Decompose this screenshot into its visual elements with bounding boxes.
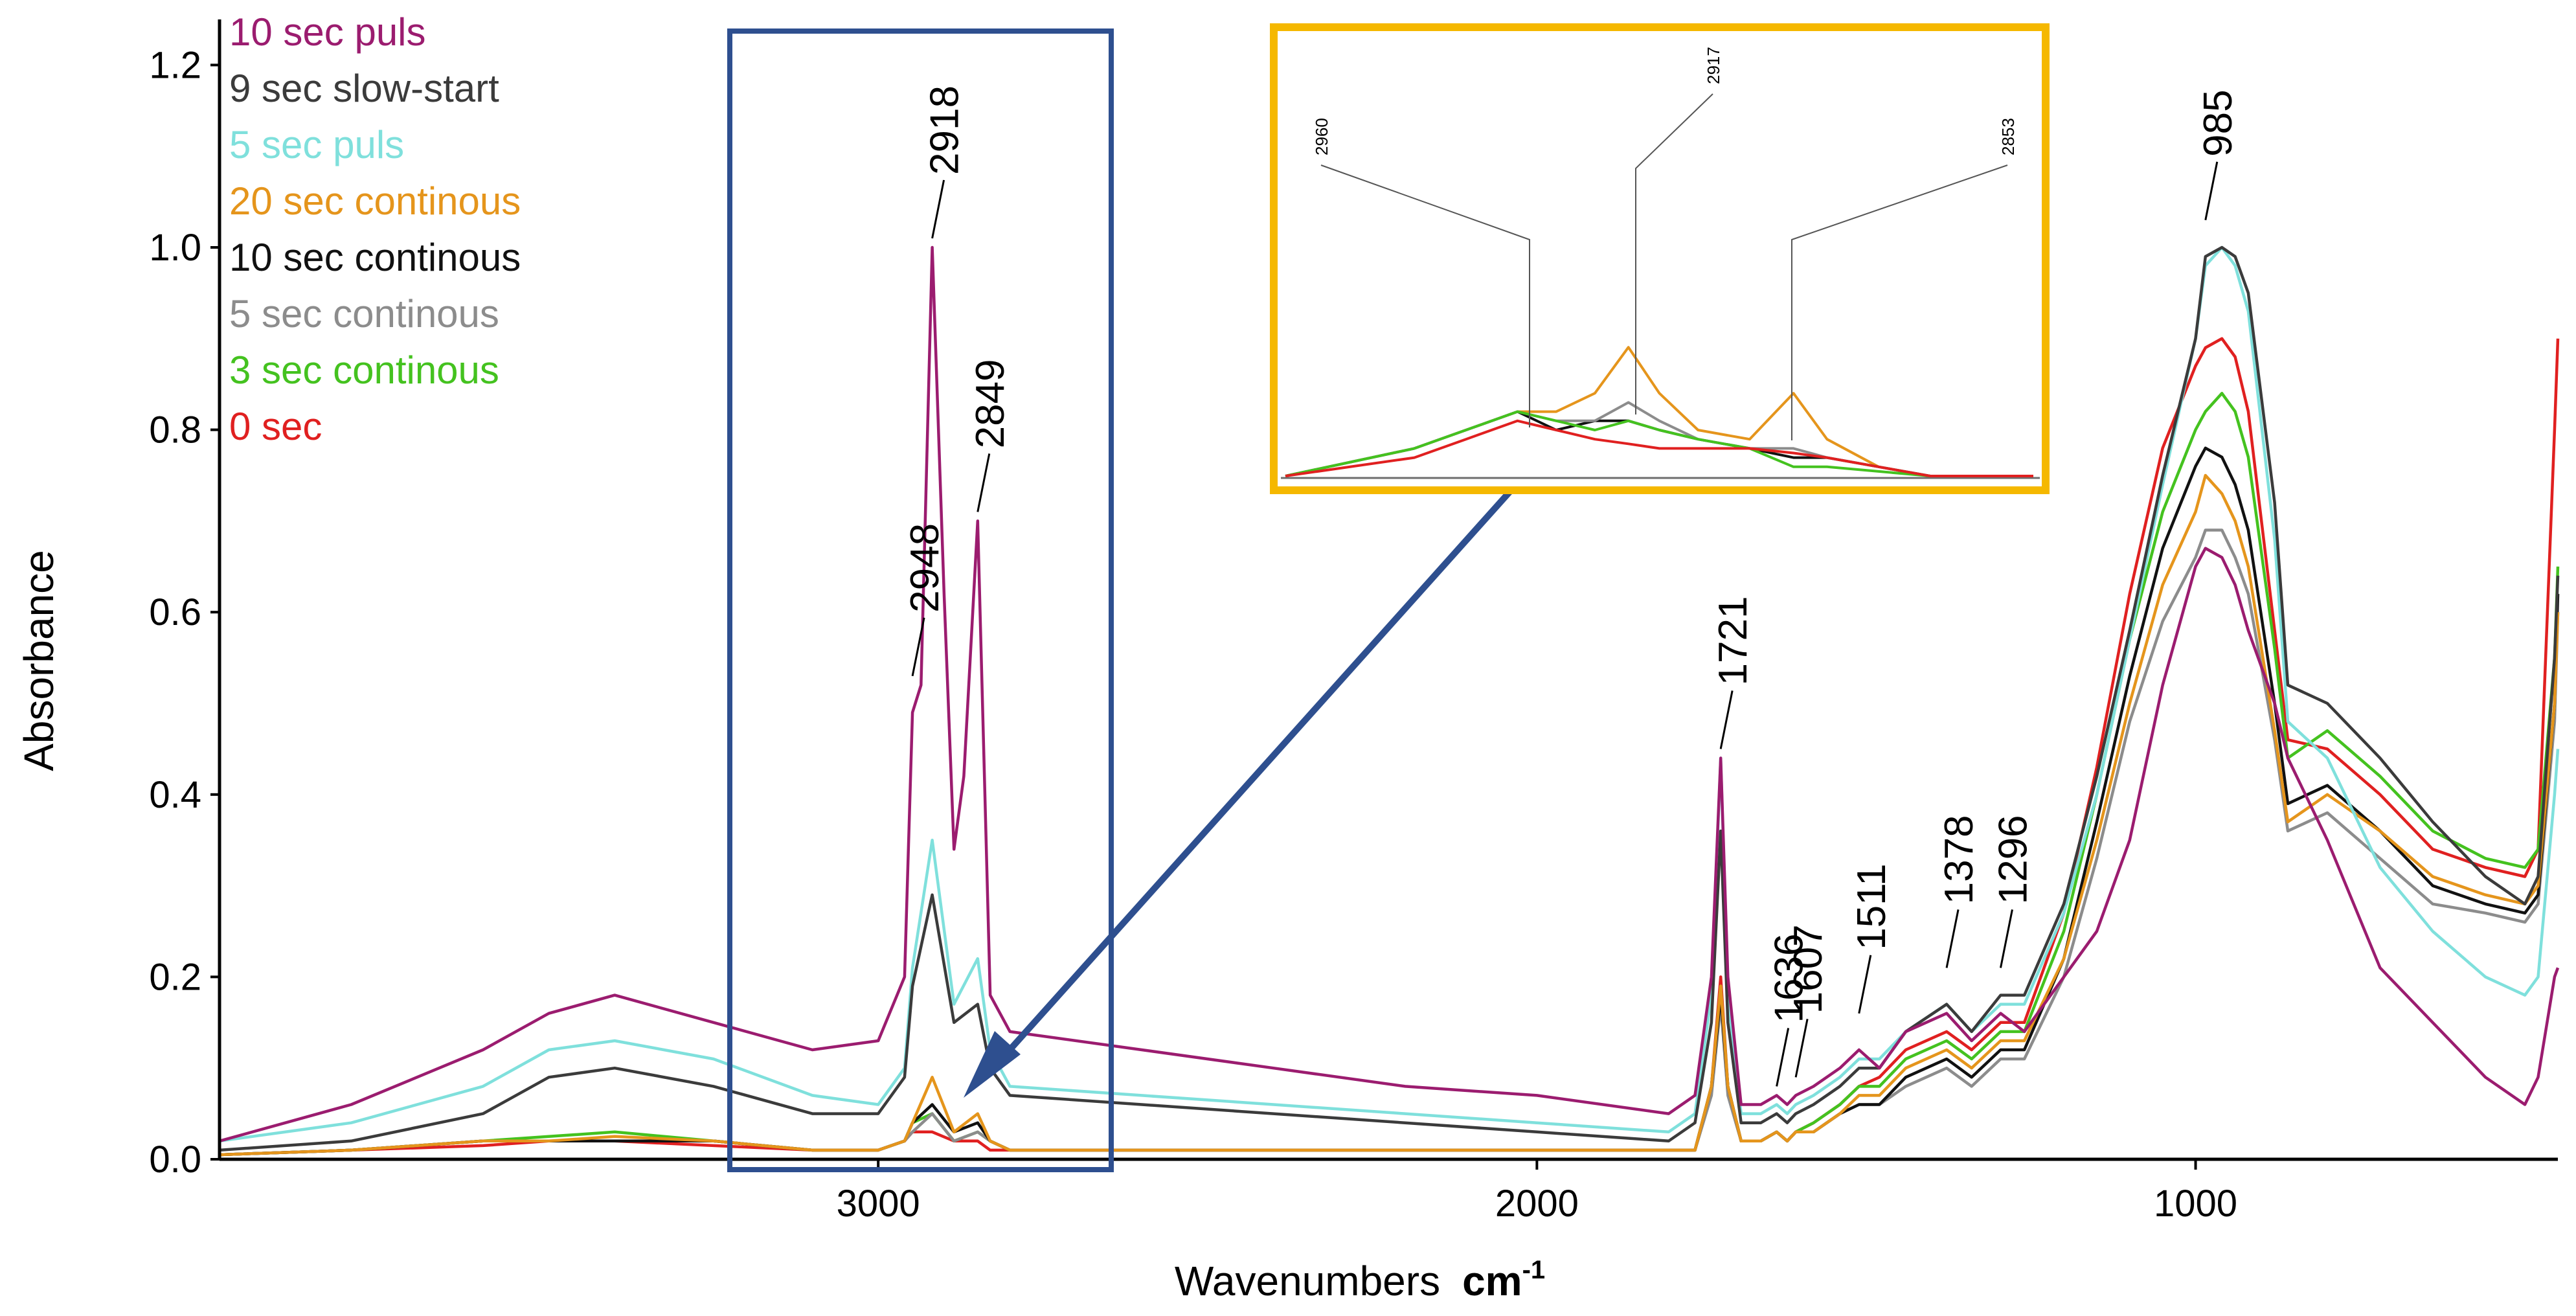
inset-peak-leader-line	[1320, 164, 1530, 427]
zoom-arrow-head	[964, 1031, 1021, 1098]
x-tick-label: 3000	[837, 1183, 920, 1225]
peak-label: 1721	[1711, 596, 1756, 686]
x-axis-title-main: Wavenumbers	[1175, 1258, 1440, 1304]
inset-zoom-panel: 2960 2917 2853	[1270, 23, 2050, 494]
inset-series-line-0-sec	[1285, 419, 2033, 477]
highlight-region-box	[727, 28, 1114, 1172]
peak-leader-line	[1719, 690, 1734, 749]
inset-peak-label: 2853	[1998, 118, 2018, 155]
series-line-3-sec-continous	[219, 392, 2560, 1157]
peak-leader-line	[2204, 161, 2219, 221]
inset-series-layer	[1285, 346, 2033, 477]
peak-label: 2948	[903, 523, 947, 613]
inset-peak-label: 2960	[1312, 118, 1331, 155]
legend-entry: 3 sec continous	[229, 348, 499, 392]
y-ticks: 0.0 0.2 0.4 0.6 0.8 1.0 1.2	[149, 44, 220, 1181]
y-tick-label: 0.4	[149, 774, 201, 816]
peak-leader-line	[931, 179, 945, 239]
peak-label: 2918	[923, 85, 967, 175]
y-tick-label: 1.0	[149, 227, 201, 269]
peak-label: 1511	[1849, 863, 1894, 949]
x-axis-unit: cm	[1462, 1258, 1522, 1304]
x-tick-label: 2000	[1495, 1183, 1579, 1225]
x-tick-label: 1000	[2154, 1183, 2237, 1225]
peak-label: 1607	[1786, 924, 1831, 1014]
inset-peak-leader-line	[1635, 93, 1713, 414]
peak-leader-line	[911, 617, 925, 677]
x-axis-unit-exponent: -1	[1522, 1256, 1546, 1284]
inset-series-line-3-sec-continous	[1285, 410, 2033, 477]
legend-entry: 0 sec	[229, 405, 322, 448]
peak-label: 1296	[1991, 815, 2035, 904]
legend: 10 sec puls 9 sec slow-start 5 sec puls 20 …	[229, 10, 521, 448]
zoom-arrow-shaft	[987, 484, 1517, 1075]
peak-leader-line	[977, 453, 991, 512]
legend-entry: 5 sec continous	[229, 292, 499, 335]
y-tick-label: 0.6	[149, 591, 201, 633]
zoom-arrow	[964, 484, 1517, 1098]
peak-label: 2849	[968, 359, 1013, 448]
peak-label: 1636	[1767, 934, 1812, 1023]
y-axis-title: Absorbance	[16, 550, 62, 771]
x-ticks: 3000 2000 1000	[837, 1159, 2237, 1225]
peak-leader-line	[1999, 909, 2013, 968]
peak-leader-line	[1794, 1019, 1809, 1078]
legend-entry: 5 sec puls	[229, 123, 404, 166]
axes-layer	[218, 19, 2558, 1161]
series-line-10-sec-puls	[219, 245, 2560, 1142]
peak-label: 985	[2196, 89, 2241, 156]
y-tick-label: 1.2	[149, 44, 201, 86]
y-tick-label: 0.2	[149, 956, 201, 998]
series-line-10-sec-continous	[219, 446, 2560, 1157]
series-line-5-sec-puls	[219, 245, 2560, 1143]
inset-peak-label: 2917	[1704, 47, 1723, 84]
y-tick-label: 0.0	[149, 1139, 201, 1181]
legend-entry: 10 sec puls	[229, 10, 426, 54]
peak-leader-line	[1858, 955, 1872, 1014]
inset-frame	[1270, 23, 2050, 494]
legend-entry: 9 sec slow-start	[229, 67, 499, 110]
inset-peak-leader-line	[1791, 164, 2008, 440]
legend-entry: 10 sec continous	[229, 236, 521, 279]
series-line-20-sec-continous	[219, 473, 2560, 1157]
peak-leader-line	[1945, 909, 1960, 968]
peak-leader-line	[1776, 1028, 1790, 1087]
series-layer	[219, 245, 2560, 1157]
inset-peak-labels: 2960 2917 2853	[1312, 47, 2018, 440]
legend-entry: 20 sec continous	[229, 179, 521, 223]
series-line-9-sec-slow-start	[219, 245, 2560, 1152]
peak-label: 1378	[1937, 815, 1982, 904]
y-tick-label: 0.8	[149, 409, 201, 451]
x-axis-title: Wavenumbers cm-1	[1175, 1256, 1545, 1304]
